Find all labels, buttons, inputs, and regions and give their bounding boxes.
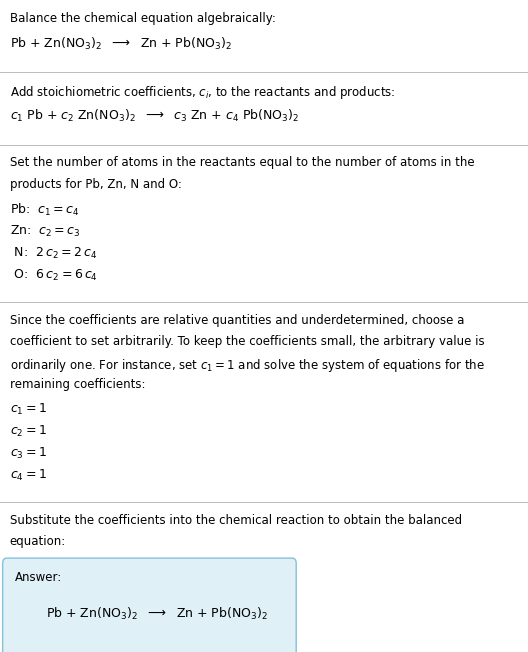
Text: Balance the chemical equation algebraically:: Balance the chemical equation algebraica… [10,12,276,25]
Text: N:  $2\,c_2 = 2\,c_4$: N: $2\,c_2 = 2\,c_4$ [10,246,97,261]
Text: O:  $6\,c_2 = 6\,c_4$: O: $6\,c_2 = 6\,c_4$ [10,268,98,283]
Text: equation:: equation: [10,535,66,548]
Text: Substitute the coefficients into the chemical reaction to obtain the balanced: Substitute the coefficients into the che… [10,514,461,527]
Text: $c_2 = 1$: $c_2 = 1$ [10,424,46,439]
Text: Pb + Zn(NO$_3$)$_2$  $\longrightarrow$  Zn + Pb(NO$_3$)$_2$: Pb + Zn(NO$_3$)$_2$ $\longrightarrow$ Zn… [10,36,232,52]
Text: remaining coefficients:: remaining coefficients: [10,378,145,391]
Text: $c_4 = 1$: $c_4 = 1$ [10,468,46,483]
Text: Pb + Zn(NO$_3$)$_2$  $\longrightarrow$  Zn + Pb(NO$_3$)$_2$: Pb + Zn(NO$_3$)$_2$ $\longrightarrow$ Zn… [46,606,269,622]
Text: Add stoichiometric coefficients, $c_i$, to the reactants and products:: Add stoichiometric coefficients, $c_i$, … [10,84,395,101]
Text: Answer:: Answer: [15,571,62,584]
Text: coefficient to set arbitrarily. To keep the coefficients small, the arbitrary va: coefficient to set arbitrarily. To keep … [10,335,484,348]
Text: Set the number of atoms in the reactants equal to the number of atoms in the: Set the number of atoms in the reactants… [10,156,474,170]
Text: products for Pb, Zn, N and O:: products for Pb, Zn, N and O: [10,178,182,191]
Text: Since the coefficients are relative quantities and underdetermined, choose a: Since the coefficients are relative quan… [10,314,464,327]
Text: Pb:  $c_1 = c_4$: Pb: $c_1 = c_4$ [10,201,79,218]
Text: $c_1 = 1$: $c_1 = 1$ [10,402,46,417]
Text: $c_1$ Pb + $c_2$ Zn(NO$_3$)$_2$  $\longrightarrow$  $c_3$ Zn + $c_4$ Pb(NO$_3$)$: $c_1$ Pb + $c_2$ Zn(NO$_3$)$_2$ $\longri… [10,108,299,125]
Text: Zn:  $c_2 = c_3$: Zn: $c_2 = c_3$ [10,224,80,239]
Text: $c_3 = 1$: $c_3 = 1$ [10,446,46,461]
Text: ordinarily one. For instance, set $c_1 = 1$ and solve the system of equations fo: ordinarily one. For instance, set $c_1 =… [10,357,484,374]
FancyBboxPatch shape [3,558,296,652]
